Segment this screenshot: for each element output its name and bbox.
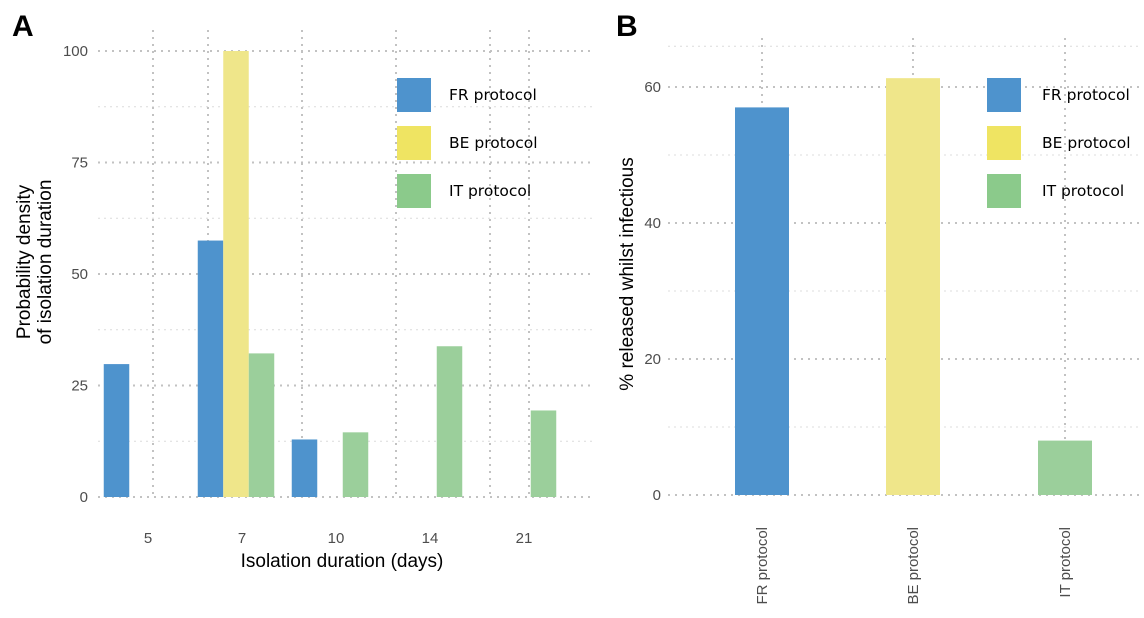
legend-label-it: IT protocol [449, 182, 531, 200]
bar-be [886, 78, 940, 495]
legend-label-it: IT protocol [1042, 182, 1124, 200]
panel-b-label: B [616, 10, 638, 43]
y-tick-label: 20 [644, 351, 661, 368]
legend-label-be: BE protocol [1042, 134, 1131, 152]
y-tick-label: 60 [644, 79, 661, 96]
x-tick-label: 5 [144, 530, 152, 547]
legend-swatch-it [987, 174, 1021, 208]
y-tick-label: 50 [71, 266, 88, 283]
bar-fr-5 [103, 364, 130, 497]
legend-swatch-fr [397, 78, 431, 112]
legend-swatch-fr [987, 78, 1021, 112]
panel-b-y-axis-title: % released whilst infectious [617, 157, 638, 390]
legend-swatch-be [397, 126, 431, 160]
x-tick-label: 10 [328, 530, 345, 547]
bar-it-7 [248, 353, 275, 497]
panel-a: A 0 25 50 75 100 5 7 10 14 21 Probability densit… [12, 10, 592, 572]
bar-it-14 [436, 346, 463, 497]
panel-b-legend: FR protocol BE protocol IT protocol [987, 78, 1131, 208]
panel-a-label: A [12, 10, 34, 43]
bar-it [1038, 440, 1092, 495]
bar-fr-7 [197, 240, 224, 498]
x-tick-label: FR protocol [754, 527, 771, 605]
legend-label-fr: FR protocol [449, 86, 537, 104]
x-tick-label: BE protocol [905, 527, 922, 605]
bar-be-7 [223, 51, 249, 497]
y-tick-label: 0 [653, 487, 661, 504]
bar-it-21 [530, 410, 557, 497]
panel-a-legend: FR protocol BE protocol IT protocol [397, 78, 538, 208]
panel-b: B 0 20 40 60 FR protocol BE protocol IT proto… [616, 10, 1142, 605]
y-tick-label: 75 [71, 155, 88, 172]
legend-swatch-be [987, 126, 1021, 160]
y-axis-title-line: of isolation duration [35, 180, 56, 345]
y-tick-label: 100 [63, 43, 88, 60]
bar-fr-10 [291, 439, 318, 497]
bar-fr [735, 107, 789, 496]
panel-a-y-axis-title: Probability densityof isolation duration [14, 180, 56, 345]
y-tick-label: 40 [644, 215, 661, 232]
x-tick-label: 21 [516, 530, 533, 547]
x-tick-label: 7 [238, 530, 246, 547]
legend-swatch-it [397, 174, 431, 208]
x-tick-label: 14 [422, 530, 439, 547]
bar-it-10 [342, 432, 369, 497]
legend-label-fr: FR protocol [1042, 86, 1130, 104]
y-tick-label: 0 [80, 489, 88, 506]
y-tick-label: 25 [71, 378, 88, 395]
panel-a-x-axis-title: Isolation duration (days) [241, 551, 444, 572]
legend-label-be: BE protocol [449, 134, 538, 152]
y-axis-title-line: Probability density [14, 184, 35, 339]
x-tick-label: IT protocol [1057, 527, 1074, 598]
